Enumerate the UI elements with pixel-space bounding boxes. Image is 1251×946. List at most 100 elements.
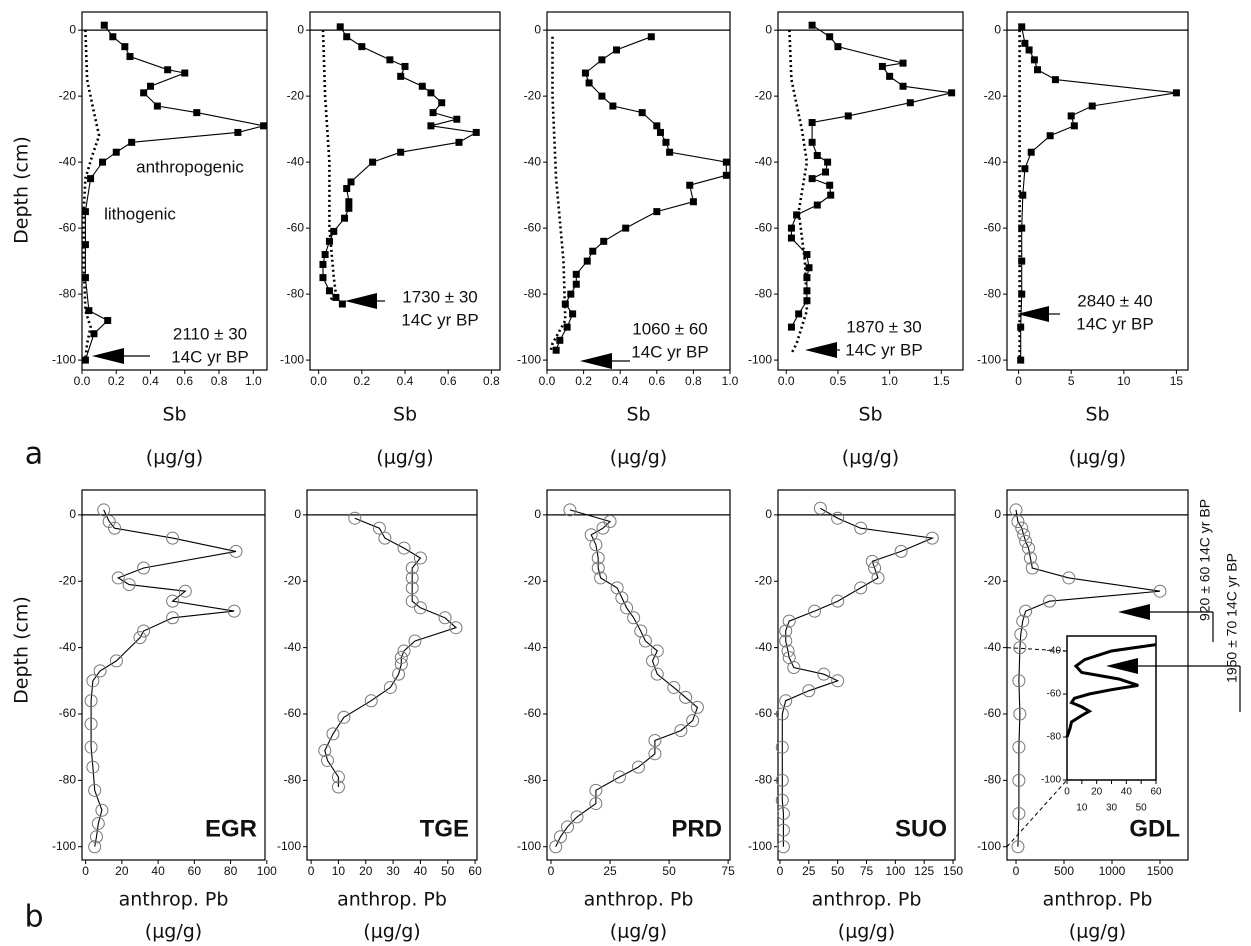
square-marker: [121, 43, 129, 51]
x-tick-label: 1000: [1099, 864, 1126, 878]
x-tick-label: 10: [1117, 374, 1131, 388]
x-axis-label: anthrop. Pb: [812, 889, 922, 911]
circle-marker: [690, 700, 704, 714]
x-tick-label: 100: [885, 864, 905, 878]
x-tick-label: 0.0: [539, 374, 556, 388]
y-tick-label: 0: [297, 22, 304, 36]
square-marker: [99, 158, 107, 166]
circle-marker: [320, 753, 334, 767]
square-marker: [567, 290, 575, 298]
square-marker: [722, 171, 730, 179]
y-tick-label: -60: [284, 706, 302, 720]
x-tick-label: 0: [777, 864, 784, 878]
y-tick-label: -80: [59, 773, 77, 787]
square-marker: [153, 102, 161, 110]
y-tick-label: -80: [524, 773, 542, 787]
circle-marker: [93, 664, 107, 678]
y-tick-label: -100: [977, 352, 1001, 366]
square-marker: [140, 89, 148, 97]
square-marker: [899, 82, 907, 90]
circle-marker: [405, 571, 419, 585]
circle-marker: [84, 717, 98, 731]
square-marker: [1051, 76, 1059, 84]
circle-marker: [394, 657, 408, 671]
leader-line: [1006, 647, 1068, 652]
circle-marker: [594, 571, 608, 585]
x-axis-unit: (μg/g): [376, 447, 433, 469]
circle-marker: [111, 571, 125, 585]
square-marker: [427, 89, 435, 97]
square-marker: [104, 317, 112, 325]
profile-line: [90, 509, 237, 847]
circle-marker: [108, 521, 122, 535]
plot-frame: [546, 11, 731, 371]
square-marker: [662, 138, 670, 146]
arrow-head: [1118, 604, 1150, 620]
arrow-head: [1017, 306, 1049, 322]
x-tick-label: 0.2: [353, 374, 370, 388]
square-marker: [598, 56, 606, 64]
circle-marker: [133, 631, 147, 645]
square-marker: [572, 280, 580, 288]
x-tick-label: 1.0: [881, 374, 898, 388]
square-marker: [787, 323, 795, 331]
square-marker: [878, 62, 886, 70]
x-tick-label: 0.4: [397, 374, 414, 388]
square-marker: [1030, 56, 1038, 64]
panel-label: a: [25, 437, 43, 472]
circle-marker: [84, 740, 98, 754]
y-tick-label: -80: [755, 286, 773, 300]
circle-marker: [372, 521, 386, 535]
circle-marker: [378, 531, 392, 545]
circle-marker: [405, 581, 419, 595]
square-marker: [338, 300, 346, 308]
circle-marker: [612, 770, 626, 784]
y-tick-label: -20: [59, 573, 77, 587]
x-tick-label: 0.6: [176, 374, 193, 388]
circle-marker: [1062, 571, 1076, 585]
plot-frame: [306, 489, 478, 861]
square-marker: [805, 264, 813, 272]
square-marker: [598, 92, 606, 100]
circle-marker: [603, 515, 617, 529]
x-axis-unit: (μg/g): [146, 447, 203, 469]
circle-marker: [1011, 840, 1025, 854]
circle-marker: [775, 740, 789, 754]
circle-marker: [405, 594, 419, 608]
square-marker: [260, 122, 268, 130]
circle-marker: [650, 667, 664, 681]
square-marker: [1070, 122, 1078, 130]
circle-marker: [397, 541, 411, 555]
arrow-head: [580, 353, 612, 369]
date-annotation: 1870 ± 30: [846, 317, 922, 336]
square-marker: [844, 112, 852, 120]
square-marker: [653, 208, 661, 216]
square-marker: [886, 72, 894, 80]
y-tick-label: -40: [284, 640, 302, 654]
circle-marker: [1019, 534, 1033, 548]
circle-marker: [86, 674, 100, 688]
square-marker: [386, 56, 394, 64]
date-annotation: 14C yr BP: [401, 310, 478, 329]
y-tick-label: -40: [755, 154, 773, 168]
y-tick-label: -100: [277, 839, 301, 853]
circle-marker: [648, 734, 662, 748]
square-marker: [319, 274, 327, 282]
date-annotation: 1730 ± 30: [402, 287, 478, 306]
arrow-head: [805, 342, 837, 358]
circle-marker: [137, 561, 151, 575]
square-marker: [622, 224, 630, 232]
date-annotation: 1060 ± 60: [632, 319, 708, 338]
x-tick-label: 125: [914, 864, 934, 878]
square-marker: [343, 33, 351, 41]
y-tick-label: 0: [69, 507, 76, 521]
circle-marker: [331, 770, 345, 784]
square-marker: [1088, 102, 1096, 110]
y-tick-label: -80: [524, 286, 542, 300]
square-marker: [689, 198, 697, 206]
square-marker: [112, 148, 120, 156]
circle-marker: [865, 554, 879, 568]
circle-marker: [1014, 627, 1028, 641]
circle-marker: [383, 680, 397, 694]
square-marker: [81, 241, 89, 249]
